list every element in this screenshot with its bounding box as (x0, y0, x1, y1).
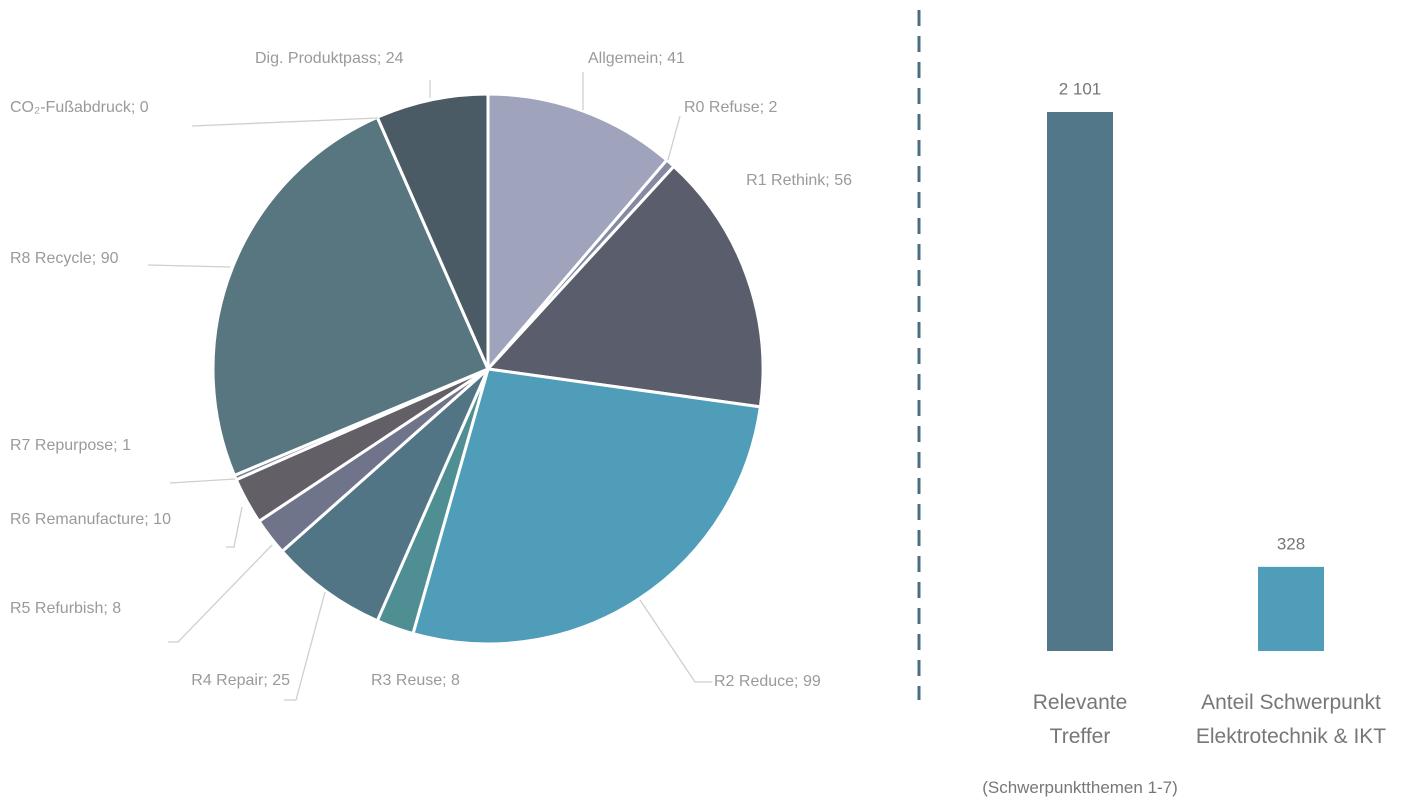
leader-line (226, 506, 243, 548)
slice-label: R5 Refurbish; 8 (10, 600, 121, 617)
slice-label: R7 Repurpose; 1 (10, 437, 131, 454)
bar-category: Anteil Schwerpunkt Elektrotechnik & IKT (1195, 691, 1387, 748)
bar (1258, 566, 1324, 651)
bar-category: Relevante Treffer (1032, 691, 1128, 748)
slice-label: Allgemein; 41 (588, 50, 685, 67)
slice-label: R0 Refuse; 2 (684, 99, 777, 116)
leader-line (284, 591, 326, 701)
pie-slice (211, 115, 490, 477)
pie-slice (486, 92, 669, 371)
slice-label: R1 Rethink; 56 (746, 172, 852, 189)
slice-label: R8 Recycle; 90 (10, 250, 119, 267)
leader-line (147, 264, 231, 268)
leader-line (169, 478, 236, 484)
note: (Schwerpunktthemen 1-7) (982, 778, 1178, 797)
slice-label: R4 Repair; 25 (191, 672, 290, 689)
slice-label: CO₂-Fußabdruck; 0 (10, 99, 149, 116)
pie-slice (486, 164, 765, 409)
pie-slice (280, 367, 490, 623)
pie-slice (411, 367, 762, 646)
pie-slice (375, 92, 490, 371)
slice-label: R6 Remanufacture; 10 (10, 511, 171, 528)
leader-line (639, 599, 712, 683)
slice-label: Dig. Produktpass; 24 (255, 50, 404, 67)
leader-line (168, 544, 273, 643)
leader-line (191, 117, 379, 127)
value-label: 2 101 (1059, 79, 1102, 98)
slice-label: R3 Reuse; 8 (371, 672, 460, 689)
slice-label: R2 Reduce; 99 (714, 673, 821, 690)
value-label: 328 (1277, 534, 1305, 553)
leader-line (667, 115, 681, 161)
bar (1047, 112, 1113, 651)
